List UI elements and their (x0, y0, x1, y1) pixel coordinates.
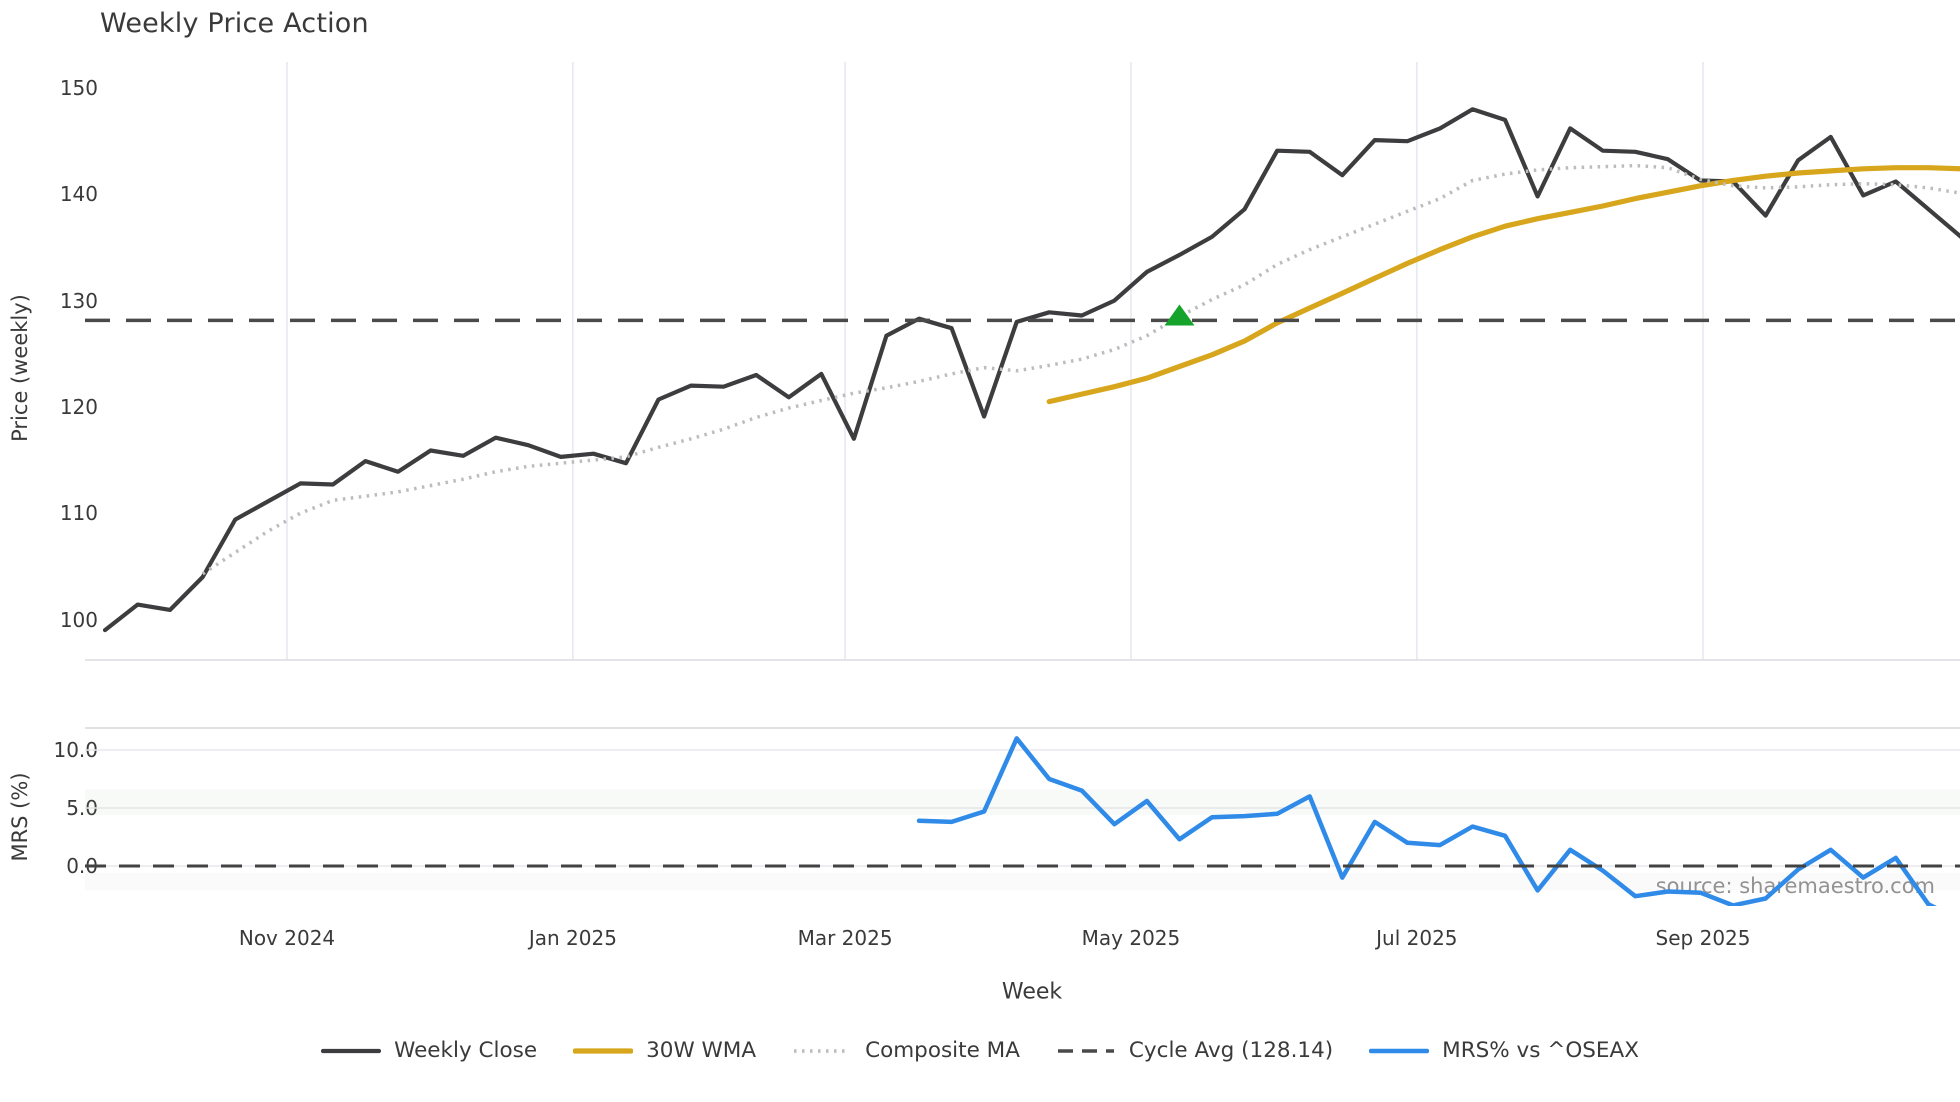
month-label-jan-2025: Jan 2025 (528, 926, 617, 950)
cycle-avg-dashed-line-icon (1056, 1041, 1116, 1060)
legend-item-composite-ma: Composite MA (792, 1038, 1020, 1063)
wma-line-icon (572, 1041, 634, 1060)
weekly-close-line-icon (320, 1041, 382, 1060)
legend-label: 30W WMA (646, 1038, 757, 1063)
buy-signal-triangle-up-icon (1164, 304, 1195, 326)
month-label-nov-2024: Nov 2024 (238, 926, 336, 950)
month-label-sep-2025: Sep 2025 (1655, 926, 1751, 950)
legend-item-mrs: MRS% vs ^OSEAX (1368, 1038, 1639, 1063)
legend-label: MRS% vs ^OSEAX (1442, 1038, 1639, 1063)
price-ytick-140: 140 (59, 182, 98, 207)
line-30w-wma (1046, 165, 1960, 405)
chart-title: Weekly Price Action (100, 8, 369, 39)
legend-item-cycle-avg: Cycle Avg (128.14) (1056, 1038, 1333, 1063)
line-weekly-close (103, 107, 1960, 633)
line-composite-ma (201, 163, 1960, 576)
x-axis-title: Week (1001, 979, 1063, 1005)
price-ytick-150: 150 (59, 76, 98, 100)
line-mrs-vs-oseax (916, 736, 1937, 906)
price-ytick-110: 110 (59, 501, 98, 526)
mrs-line-icon (1368, 1041, 1430, 1060)
month-label-may-2025: May 2025 (1081, 926, 1181, 950)
legend-item-30w-wma: 30W WMA (572, 1038, 757, 1063)
composite-ma-dotted-line-icon (792, 1041, 852, 1060)
mrs-band-1 (85, 872, 1960, 891)
legend-label: Composite MA (865, 1038, 1020, 1063)
month-label-mar-2025: Mar 2025 (797, 926, 893, 950)
legend-item-weekly-close: Weekly Close (320, 1038, 538, 1063)
price-ytick-130: 130 (59, 288, 98, 313)
price-ytick-120: 120 (59, 394, 98, 419)
legend-label: Weekly Close (394, 1038, 538, 1063)
price-ytick-100: 100 (59, 607, 98, 632)
mrs-band-0 (85, 789, 1960, 815)
legend-label: Cycle Avg (128.14) (1128, 1038, 1334, 1063)
month-label-jul-2025: Jul 2025 (1376, 926, 1458, 950)
chart-legend: Weekly Close 30W WMA Composite MA Cycle … (0, 1038, 1960, 1063)
